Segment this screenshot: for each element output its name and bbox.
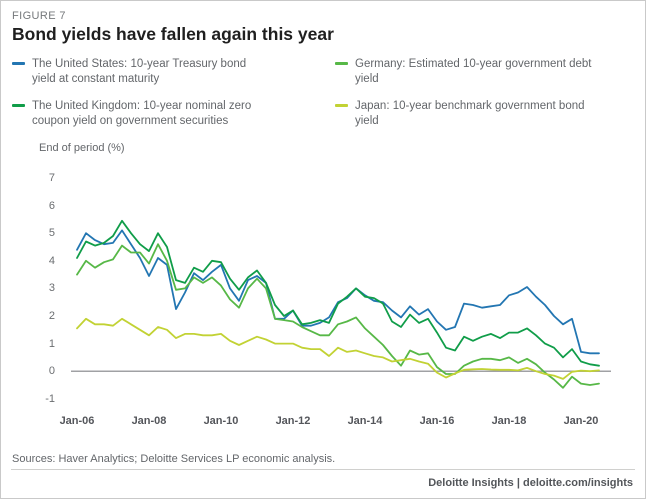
page-title: Bond yields have fallen again this year (12, 24, 334, 44)
figure-label: FIGURE 7 (12, 10, 66, 22)
footer-divider (11, 469, 635, 470)
bond-yields-line-chart (71, 219, 611, 389)
x-tick-label: Jan-16 (419, 415, 455, 427)
x-tick-label: Jan-06 (59, 415, 95, 427)
x-tick-label: Jan-10 (203, 415, 239, 427)
x-tick-label: Jan-14 (347, 415, 383, 427)
legend-item-germany: Germany: Estimated 10-year government de… (335, 57, 635, 86)
series-line-3 (76, 317, 600, 380)
uk-line-swatch-icon (12, 104, 25, 108)
us-line-swatch-icon (12, 62, 25, 65)
y-tick-label: 5 (48, 227, 55, 240)
series-line-1 (76, 219, 600, 367)
y-tick-label: 0 (48, 365, 55, 378)
y-tick-label: 3 (48, 282, 55, 295)
legend-item-japan: Japan: 10-year benchmark government bond… (335, 99, 635, 128)
y-tick-label: -1 (45, 392, 55, 405)
x-tick-label: Jan-08 (131, 415, 167, 427)
germany-line-swatch-icon (335, 62, 348, 65)
x-tick-label: Jan-12 (275, 415, 311, 427)
y-tick-label: 4 (48, 254, 55, 267)
y-tick-label: 2 (48, 310, 55, 322)
series-line-0 (76, 229, 600, 355)
legend-label: Japan: 10-year benchmark government bond… (355, 100, 585, 128)
sources-note: Sources: Haver Analytics; Deloitte Servi… (12, 453, 336, 465)
legend-label: Germany: Estimated 10-year government de… (355, 58, 592, 85)
legend-label: The United Kingdom: 10-year nominal zero… (32, 100, 252, 128)
y-axis-unit-label: End of period (%) (39, 142, 125, 154)
legend-label: The United States: 10-year Treasury bond… (32, 58, 247, 85)
x-tick-label: Jan-18 (491, 415, 527, 427)
legend-item-united-kingdom: The United Kingdom: 10-year nominal zero… (12, 99, 312, 128)
x-tick-label: Jan-20 (563, 415, 599, 427)
series-line-2 (76, 243, 600, 389)
chart-legend-right: Germany: Estimated 10-year government de… (335, 57, 635, 142)
y-tick-label: 1 (48, 337, 55, 350)
y-tick-label: 6 (48, 199, 55, 212)
y-tick-label: 7 (48, 172, 55, 184)
chart-legend-left: The United States: 10-year Treasury bond… (12, 57, 312, 142)
legend-item-united-states: The United States: 10-year Treasury bond… (12, 57, 312, 86)
japan-line-swatch-icon (335, 104, 348, 108)
footer-brand: Deloitte Insights | deloitte.com/insight… (428, 477, 633, 489)
